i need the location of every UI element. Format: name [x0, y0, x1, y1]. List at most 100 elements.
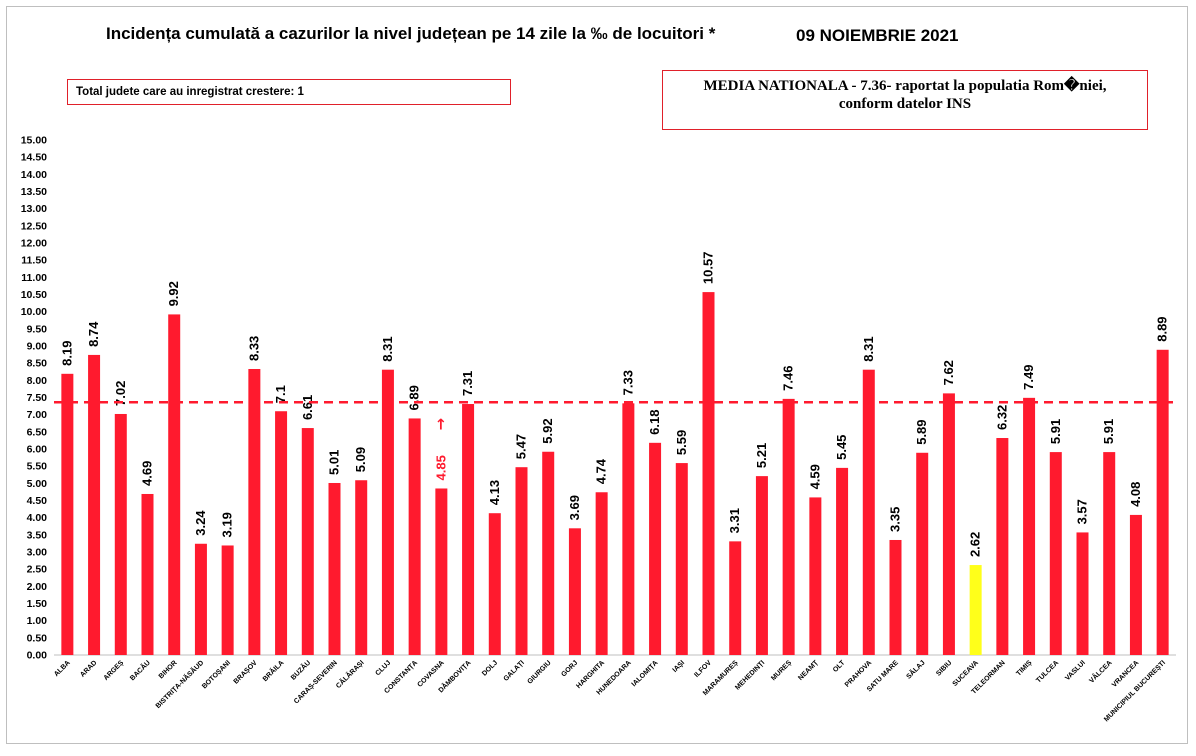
x-tick-label: IAȘI [672, 659, 687, 674]
national-average-box: MEDIA NATIONALA - 7.36- raportat la popu… [662, 70, 1148, 130]
bar [996, 438, 1009, 655]
bar [942, 393, 955, 655]
bar [755, 476, 768, 655]
bar-value-label: 9.92 [166, 281, 181, 306]
bar-value-label: 5.47 [514, 434, 529, 459]
bar [194, 543, 207, 655]
x-tick-label: BUZĂU [289, 658, 313, 682]
bar-value-label: 3.31 [727, 508, 742, 533]
y-tick-label: 8.50 [27, 358, 48, 370]
y-tick-label: 11.00 [21, 272, 47, 284]
y-tick-label: 11.50 [21, 255, 47, 267]
bar-value-label: 7.02 [113, 381, 128, 406]
bar-value-label: 5.91 [1048, 419, 1063, 444]
x-tick-label: BRAȘOV [233, 659, 259, 685]
y-tick-label: 0.50 [27, 632, 48, 644]
bar-value-label: 5.91 [1101, 419, 1116, 444]
bar-value-label: 5.92 [540, 418, 555, 443]
x-tick-label: GIURGIU [526, 659, 552, 685]
bar-value-label: 8.19 [59, 340, 74, 365]
bar [595, 492, 608, 655]
x-tick-label: VASLUI [1064, 659, 1087, 682]
x-tick-label: ARAD [79, 659, 98, 678]
x-tick-label: BOTOȘANI [201, 659, 232, 690]
y-tick-label: 7.50 [27, 392, 48, 404]
bar [462, 404, 475, 655]
bar-value-label: 5.21 [754, 443, 769, 468]
bar-value-label: 8.31 [380, 336, 395, 361]
national-average-line2: conform datelor INS [838, 96, 972, 112]
y-tick-label: 0.00 [27, 650, 48, 662]
bar-value-label: 8.89 [1155, 316, 1170, 341]
y-tick-label: 14.00 [21, 169, 47, 181]
bar [862, 369, 875, 655]
bar-value-label: 2.62 [968, 532, 983, 557]
y-tick-label: 13.50 [21, 186, 47, 198]
x-tick-label: TIMIȘ [1015, 659, 1033, 677]
growth-note-box: Total judete care au inregistrat crester… [67, 79, 511, 105]
bar-value-label: 4.08 [1128, 482, 1143, 507]
bar [248, 369, 261, 655]
bar-value-label: 3.35 [888, 507, 903, 532]
bar-value-label: 5.45 [834, 435, 849, 460]
y-tick-label: 9.00 [27, 341, 48, 353]
bar-value-label: 4.69 [140, 461, 155, 486]
bar-value-label: 8.31 [861, 336, 876, 361]
x-tick-label: BISTRIȚA-NĂSĂUD [153, 658, 205, 710]
y-tick-label: 15.00 [21, 135, 47, 147]
bar-value-label: 5.59 [674, 430, 689, 455]
bar [969, 565, 982, 655]
bar [275, 411, 288, 655]
x-tick-label: OLT [832, 659, 847, 674]
bar [408, 418, 421, 655]
y-tick-label: 12.50 [21, 220, 47, 232]
x-tick-label: SUCEAVA [952, 659, 980, 687]
y-tick-label: 6.00 [27, 444, 48, 456]
bar-value-label: 7.46 [781, 366, 796, 391]
bar [729, 541, 742, 655]
bar-value-label: 8.74 [86, 321, 101, 347]
y-tick-label: 2.50 [27, 564, 48, 576]
national-average-line1: MEDIA NATIONALA - 7.36- raportat la popu… [703, 78, 1107, 94]
chart-title: Incidența cumulată a cazurilor la nivel … [106, 24, 716, 43]
x-tick-label: DOLJ [481, 659, 499, 677]
bar [88, 354, 101, 655]
bar [702, 292, 715, 655]
bar-value-label: 5.09 [353, 447, 368, 472]
increase-arrow-icon: → [431, 418, 449, 431]
x-tick-label: TULCEA [1035, 659, 1060, 684]
bar [488, 513, 501, 655]
y-tick-label: 5.00 [27, 478, 48, 490]
y-tick-label: 3.00 [27, 547, 48, 559]
x-tick-label: SĂLAJ [904, 658, 927, 681]
bar [782, 398, 795, 655]
bar [809, 497, 822, 655]
x-tick-label: IALOMIȚA [631, 659, 660, 688]
y-tick-label: 12.00 [21, 238, 47, 250]
y-tick-label: 4.50 [27, 495, 48, 507]
y-tick-label: 10.50 [21, 289, 47, 301]
bar [114, 413, 127, 655]
bar [1049, 452, 1062, 655]
y-tick-label: 7.00 [27, 409, 48, 421]
bar [1129, 514, 1142, 655]
x-tick-label: CĂLĂRAȘI [334, 658, 366, 690]
bar-value-label: 7.1 [273, 385, 288, 403]
bar-value-label: 6.61 [300, 395, 315, 420]
bar [622, 403, 635, 655]
bar [649, 442, 662, 655]
chart-frame [6, 6, 1188, 744]
y-tick-label: 9.50 [27, 323, 48, 335]
y-tick-label: 14.50 [21, 152, 47, 164]
bar [168, 314, 181, 655]
bar-value-label: 4.74 [594, 458, 609, 484]
x-tick-label: ALBA [53, 659, 72, 678]
x-tick-label: NEAMȚ [797, 659, 820, 682]
x-tick-label: ILFOV [693, 659, 713, 679]
bar-value-label: 7.62 [941, 360, 956, 385]
bar [836, 467, 849, 655]
bar [542, 451, 555, 655]
bar-value-label: 3.57 [1075, 499, 1090, 524]
bar-value-label: 3.69 [567, 495, 582, 520]
